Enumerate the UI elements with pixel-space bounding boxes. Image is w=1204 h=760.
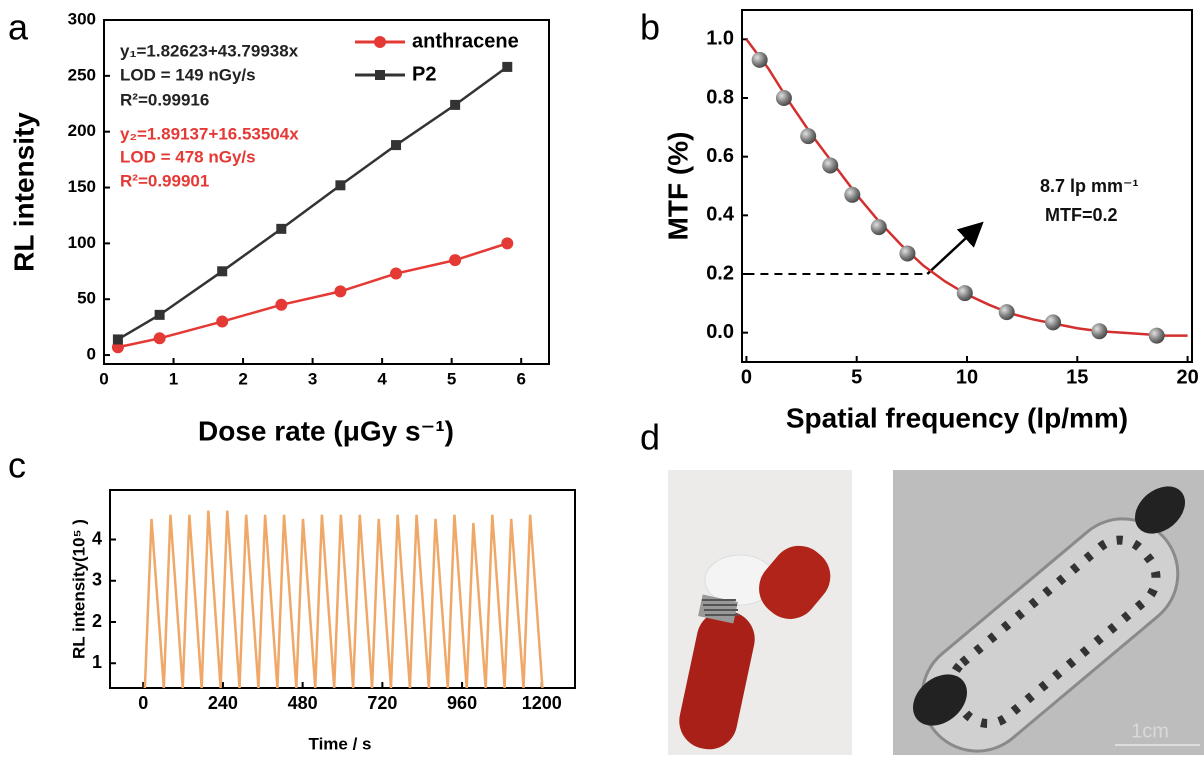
y-tick-label: 250 bbox=[68, 65, 96, 84]
series-line bbox=[117, 242, 508, 349]
x-tick-label: 1200 bbox=[522, 693, 562, 713]
x-tick-label: 10 bbox=[956, 366, 978, 388]
y-tick-label: 0.6 bbox=[706, 145, 734, 167]
legend-label: P2 bbox=[412, 63, 436, 85]
data-point bbox=[775, 90, 792, 106]
data-point bbox=[502, 61, 513, 72]
data-point bbox=[751, 51, 768, 68]
data-point bbox=[450, 99, 461, 110]
x-axis-title: Spatial frequency (lp/mm) bbox=[786, 402, 1128, 433]
photo-xray: 1cm bbox=[893, 470, 1204, 755]
annotation: 8.7 lp mm⁻¹ bbox=[1040, 176, 1139, 196]
x-tick-label: 0 bbox=[138, 693, 148, 713]
x-tick-label: 20 bbox=[1176, 366, 1198, 388]
data-point bbox=[998, 304, 1015, 321]
x-tick-label: 960 bbox=[447, 693, 477, 713]
data-point bbox=[844, 186, 861, 203]
x-axis-title: Dose rate (μGy s⁻¹) bbox=[198, 415, 454, 446]
y-tick-label: 0.4 bbox=[706, 204, 735, 226]
y-tick-label: 1 bbox=[92, 652, 102, 672]
data-point bbox=[334, 285, 347, 298]
x-tick-label: 4 bbox=[377, 369, 387, 388]
x-tick-label: 1 bbox=[169, 369, 178, 388]
y-tick-label: 4 bbox=[92, 528, 102, 548]
x-tick-label: 0 bbox=[741, 366, 752, 388]
y-tick-label: 0.8 bbox=[706, 86, 734, 108]
data-point bbox=[822, 157, 839, 174]
legend-marker bbox=[375, 70, 385, 80]
y-tick-label: 0 bbox=[87, 345, 96, 364]
data-point bbox=[112, 334, 123, 345]
legend-marker bbox=[374, 36, 386, 48]
chart-panel: 0 240 480 720 960 1200 1 2 3 4 Time / s RL intensit… bbox=[69, 489, 576, 753]
arrow bbox=[926, 221, 984, 275]
y-tick-label: 150 bbox=[68, 177, 96, 196]
panel-label: c bbox=[8, 445, 26, 486]
panel-label: d bbox=[640, 417, 660, 458]
chart-panel: 0 1 2 3 4 5 6 0 50 100 150 200 250 300 Dose rate (μGy … bbox=[8, 9, 550, 446]
x-tick-label: 6 bbox=[516, 369, 525, 388]
legend-label: anthracene bbox=[412, 30, 519, 52]
data-point bbox=[154, 309, 165, 320]
x-tick-label: 480 bbox=[288, 693, 318, 713]
y-tick-label: 50 bbox=[77, 289, 96, 308]
y-axis-title: RL intensity bbox=[8, 112, 39, 272]
data-point bbox=[899, 245, 916, 262]
data-point bbox=[501, 237, 514, 250]
y-tick-label: 1.0 bbox=[706, 28, 734, 50]
x-tick-label: 5 bbox=[851, 366, 862, 388]
y-tick-label: 200 bbox=[68, 121, 96, 140]
annotation: LOD = 478 nGy/s bbox=[120, 147, 256, 166]
y-tick-label: 2 bbox=[92, 611, 102, 631]
data-point bbox=[335, 180, 346, 191]
annotation: MTF=0.2 bbox=[1045, 205, 1118, 225]
scale-label: 1cm bbox=[1131, 720, 1169, 742]
plot-frame bbox=[103, 19, 550, 365]
x-tick-label: 3 bbox=[308, 369, 317, 388]
y-axis-title: MTF (%) bbox=[662, 132, 693, 241]
photo-capsule bbox=[668, 470, 852, 755]
x-tick-label: 240 bbox=[208, 693, 238, 713]
data-point bbox=[390, 267, 403, 280]
x-tick-label: 720 bbox=[367, 693, 397, 713]
x-tick-label: 5 bbox=[447, 369, 456, 388]
x-tick-label: 0 bbox=[99, 369, 108, 388]
data-point bbox=[800, 128, 817, 145]
x-axis-title: Time / s bbox=[309, 734, 372, 753]
data-point bbox=[1045, 314, 1062, 331]
y-tick-label: 3 bbox=[92, 570, 102, 590]
y-tick-label: 0.2 bbox=[706, 262, 734, 284]
annotation: R²=0.99901 bbox=[120, 171, 209, 190]
annotation: R²=0.99916 bbox=[120, 90, 209, 109]
data-point bbox=[1148, 327, 1165, 344]
series-line bbox=[143, 510, 544, 689]
y-tick-label: 100 bbox=[68, 233, 96, 252]
data-point bbox=[870, 219, 887, 236]
y-tick-label: 0.0 bbox=[706, 321, 734, 343]
data-point bbox=[153, 332, 166, 345]
data-point bbox=[216, 315, 229, 328]
y-tick-label: 300 bbox=[68, 9, 96, 28]
x-tick-label: 2 bbox=[238, 369, 247, 388]
series-line bbox=[117, 65, 509, 341]
annotation: y₁=1.82623+43.79938x bbox=[120, 41, 299, 60]
panel-label: b bbox=[640, 7, 660, 48]
panel-label: a bbox=[8, 7, 29, 48]
x-tick-label: 15 bbox=[1066, 366, 1088, 388]
data-point bbox=[217, 266, 228, 277]
plot-frame bbox=[109, 489, 576, 689]
data-point bbox=[276, 223, 287, 234]
y-axis-title: RL intensity(10⁵ ) bbox=[69, 519, 88, 659]
data-point bbox=[1091, 323, 1108, 340]
chart-panel: 0 5 10 15 20 0.0 0.2 0.4 0.6 0.8 1.0 Spatial freque… bbox=[662, 9, 1199, 433]
data-point bbox=[956, 285, 973, 302]
annotation: y₂=1.89137+16.53504x bbox=[120, 124, 299, 143]
data-point bbox=[391, 140, 402, 151]
data-point bbox=[449, 254, 462, 267]
data-point bbox=[275, 298, 288, 311]
annotation: LOD = 149 nGy/s bbox=[120, 65, 256, 84]
